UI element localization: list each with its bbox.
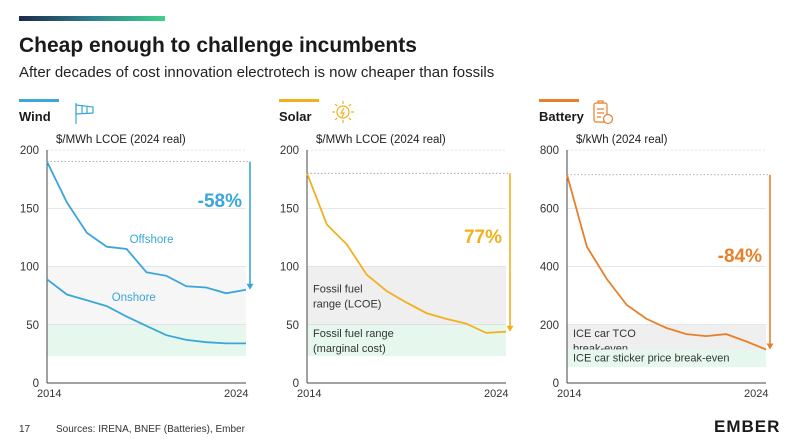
y-tick-label: 100 — [280, 262, 299, 274]
arrow-head — [766, 343, 774, 350]
x-tick-label: 2024 — [484, 388, 508, 400]
y-axis-label: $/MWh LCOE (2024 real) — [56, 134, 186, 146]
chart-title: Wind — [19, 109, 51, 124]
y-tick-label: 0 — [553, 378, 559, 390]
y-tick-label: 50 — [26, 320, 39, 332]
band-label: (marginal cost) — [313, 343, 386, 355]
chart-wind: Wind $/MWh LCOE (2024 real) 0 50 100 150 200 20… — [19, 99, 254, 400]
panel-accent-bar — [279, 99, 319, 102]
sources-note: Sources: IRENA, BNEF (Batteries), Ember — [56, 424, 245, 435]
chart-title: Battery — [539, 109, 585, 124]
y-tick-label: 100 — [20, 262, 39, 274]
battery-cost-icon — [593, 100, 614, 125]
change-annotation: -58% — [198, 191, 242, 212]
y-axis-label: $/MWh LCOE (2024 real) — [316, 134, 446, 146]
x-tick-label: 2014 — [557, 388, 581, 400]
x-tick-label: 2024 — [744, 388, 768, 400]
band-label: Fossil fuel — [313, 284, 363, 296]
y-axis-label: $/kWh (2024 real) — [576, 134, 668, 146]
icon-rays — [332, 101, 354, 123]
brand-bar — [19, 16, 165, 21]
band-label: Fossil fuel range — [313, 328, 394, 340]
band-area — [47, 324, 246, 357]
y-tick-label: 0 — [293, 378, 299, 390]
y-tick-label: 150 — [280, 203, 299, 215]
y-tick-label: 50 — [286, 320, 299, 332]
band-area — [307, 324, 506, 357]
series-label: Onshore — [112, 292, 156, 304]
page-title: Cheap enough to challenge incumbents — [19, 34, 417, 57]
x-tick-label: 2024 — [224, 388, 248, 400]
x-tick-label: 2014 — [297, 388, 321, 400]
series-line — [306, 172, 507, 334]
chart-title: Solar — [279, 109, 312, 124]
y-tick-label: 600 — [540, 203, 559, 215]
solar-panel-icon — [332, 101, 354, 123]
chart-battery: Battery$/kWh (2024 real)ICE car TCObreak… — [539, 99, 774, 400]
icon-coin — [602, 113, 614, 125]
band-label: ICE car TCO — [573, 328, 636, 340]
band-area — [47, 266, 246, 325]
icon-sun — [336, 105, 350, 119]
wind-turbine-icon — [75, 103, 94, 124]
arrow-head — [506, 325, 514, 332]
arrow-head — [246, 283, 254, 290]
change-annotation: 77% — [464, 227, 502, 248]
band-label: ICE car sticker price break-even — [573, 353, 730, 365]
icon-battery-cap — [597, 100, 604, 104]
y-tick-label: 400 — [540, 262, 559, 274]
icon-sock — [75, 104, 94, 115]
page-number: 17 — [19, 424, 31, 435]
series-line — [46, 161, 247, 295]
y-tick-label: 0 — [33, 378, 39, 390]
change-annotation: -84% — [718, 246, 762, 267]
y-tick-label: 200 — [280, 145, 299, 157]
band-label: range (LCOE) — [313, 299, 381, 311]
panel-accent-bar — [539, 99, 579, 102]
page-subtitle: After decades of cost innovation electro… — [19, 64, 495, 81]
panel-accent-bar — [19, 99, 59, 102]
y-tick-label: 800 — [540, 145, 559, 157]
x-tick-label: 2014 — [37, 388, 61, 400]
y-tick-label: 200 — [20, 145, 39, 157]
band-area — [567, 349, 766, 367]
icon-battery-lines — [597, 108, 604, 118]
y-tick-label: 150 — [20, 203, 39, 215]
series-line — [566, 174, 767, 351]
y-tick-label: 200 — [540, 320, 559, 332]
ember-logo: EMBER — [714, 417, 781, 436]
series-label: Offshore — [130, 234, 174, 246]
band-area — [307, 266, 506, 325]
icon-bolt — [339, 107, 345, 118]
chart-solar: Solar $/MWh LCOE (2024 real) Fossil fuel ra… — [279, 99, 514, 400]
series-line — [46, 278, 246, 345]
